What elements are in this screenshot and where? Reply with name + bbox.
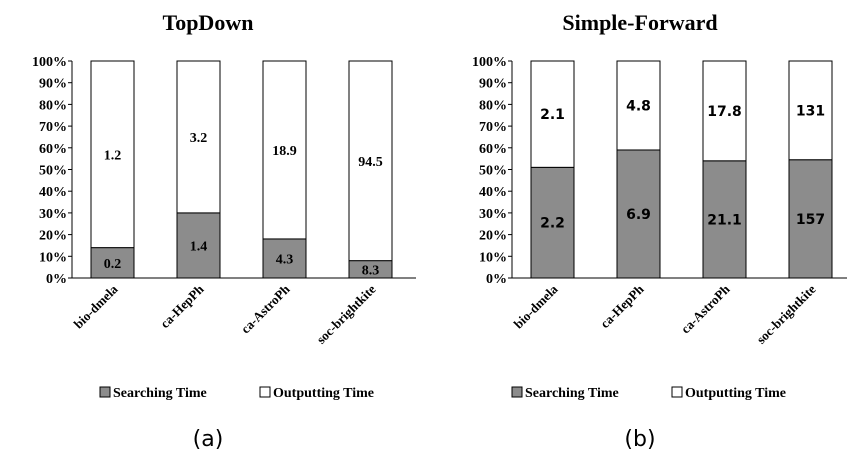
bar-searching: [616, 149, 661, 279]
data-label: 8.3: [362, 263, 380, 278]
data-label: 4.3: [276, 252, 294, 267]
bar-searching: [90, 247, 135, 279]
bar-outputting: [90, 60, 135, 249]
legend-label: Searching Time: [525, 386, 619, 401]
y-tick-label: 10%: [479, 250, 507, 265]
y-tick-label: 80%: [479, 98, 507, 113]
subfigure-caption: (a): [193, 427, 224, 452]
y-tick-label: 30%: [479, 207, 507, 222]
data-label: 4.8: [626, 98, 651, 114]
y-tick-label: 70%: [39, 120, 67, 135]
y-tick-label: 50%: [39, 164, 67, 179]
bar-searching: [262, 238, 307, 279]
y-tick-label: 0%: [486, 272, 507, 287]
y-tick-label: 100%: [32, 55, 67, 70]
subfigure-caption: (b): [624, 427, 655, 452]
bar-outputting: [616, 60, 661, 151]
data-label: 6.9: [626, 207, 651, 223]
bar-outputting: [262, 60, 307, 240]
legend-swatch-searching: [511, 386, 523, 398]
y-tick-label: 80%: [39, 98, 67, 113]
data-label: 18.9: [272, 144, 297, 159]
x-tick-label: ca-HepPh: [597, 281, 647, 331]
y-tick-label: 0%: [46, 272, 67, 287]
x-tick-label: ca-AstroPh: [238, 281, 293, 336]
y-tick-label: 10%: [39, 250, 67, 265]
data-label: 1.4: [190, 239, 208, 254]
y-tick-label: 60%: [39, 142, 67, 157]
chart-panel-2: Simple-Forward 0% 10% 20% 30% 40% 50% 60% 70% 80%…: [472, 10, 847, 452]
x-tick-label: soc-brightkite: [753, 281, 818, 346]
y-tick-label: 20%: [479, 229, 507, 244]
data-label: 3.2: [190, 131, 208, 146]
y-tick-label: 100%: [472, 55, 507, 70]
x-tick-label: bio-dmela: [511, 281, 561, 331]
y-tick-label: 20%: [39, 229, 67, 244]
y-tick-label: 40%: [479, 185, 507, 200]
data-label: 1.2: [104, 148, 122, 163]
bar-outputting: [702, 60, 747, 162]
bar-outputting: [176, 60, 221, 214]
chart-title: Simple-Forward: [562, 10, 717, 35]
legend-label: Outputting Time: [273, 386, 374, 401]
bar-searching: [176, 212, 221, 279]
data-label: 21.1: [707, 212, 742, 228]
data-label: 0.2: [104, 257, 122, 272]
bar-outputting: [788, 60, 833, 161]
y-tick-label: 60%: [479, 142, 507, 157]
x-tick-label: ca-HepPh: [157, 281, 207, 331]
legend-swatch-outputting: [259, 386, 271, 398]
y-tick-label: 30%: [39, 207, 67, 222]
chart-title: TopDown: [163, 10, 254, 35]
data-label: 17.8: [707, 104, 742, 120]
y-tick-label: 90%: [479, 77, 507, 92]
data-label: 2.1: [540, 107, 565, 123]
y-tick-label: 90%: [39, 77, 67, 92]
bar-searching: [702, 160, 747, 279]
y-tick-label: 40%: [39, 185, 67, 200]
data-label: 131: [796, 103, 825, 119]
x-tick-label: bio-dmela: [71, 281, 121, 331]
x-tick-label: soc-brightkite: [313, 281, 378, 346]
data-label: 157: [796, 212, 825, 228]
bar-searching: [530, 166, 575, 279]
y-tick-label: 70%: [479, 120, 507, 135]
data-label: 2.2: [540, 216, 565, 232]
legend-swatch-searching: [99, 386, 111, 398]
bar-outputting: [348, 60, 393, 262]
x-tick-label: ca-AstroPh: [678, 281, 733, 336]
chart-panel-1: TopDown 0% 10% 20% 30% 40% 50% 60% 70% 80% 90% 100%…: [32, 10, 416, 452]
bar-searching: [788, 159, 833, 279]
bar-outputting: [530, 60, 575, 168]
legend-label: Searching Time: [113, 386, 207, 401]
legend-swatch-outputting: [671, 386, 683, 398]
y-tick-label: 50%: [479, 164, 507, 179]
data-label: 94.5: [358, 155, 383, 170]
legend-label: Outputting Time: [685, 386, 786, 401]
